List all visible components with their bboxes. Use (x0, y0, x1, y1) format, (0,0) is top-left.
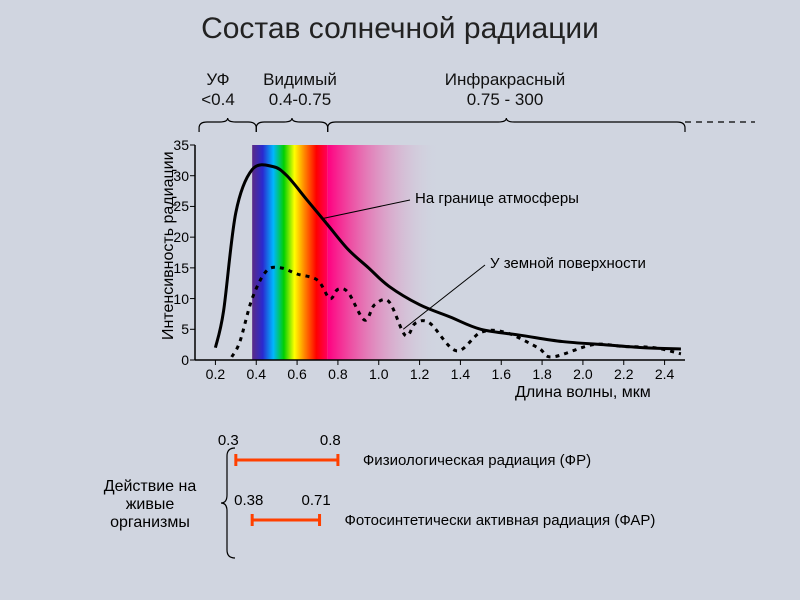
ytick-0: 0 (165, 352, 189, 368)
brace-uv (199, 118, 256, 132)
effects-brace (221, 448, 235, 558)
ir-fade (328, 145, 440, 360)
range-end-fr: 0.8 (320, 432, 341, 449)
ytick-20: 20 (165, 229, 189, 245)
band-label-uv: УФ (188, 70, 248, 90)
brace-vis (256, 118, 327, 132)
band-range-uv: <0.4 (188, 90, 248, 110)
series-label-atmosphere_boundary: На границе атмосферы (415, 190, 585, 207)
series-label-surface: У земной поверхности (490, 255, 660, 272)
xtick-1.8: 1.8 (528, 366, 556, 382)
xtick-2.0: 2.0 (569, 366, 597, 382)
band-label-ir: Инфракрасный (420, 70, 590, 90)
ytick-25: 25 (165, 198, 189, 214)
ytick-10: 10 (165, 291, 189, 307)
range-desc-fr: Физиологическая радиация (ФР) (363, 452, 783, 469)
xtick-2.2: 2.2 (610, 366, 638, 382)
brace-ir (328, 118, 685, 132)
band-range-ir: 0.75 - 300 (420, 90, 590, 110)
range-end-far: 0.71 (302, 492, 331, 509)
xtick-1.2: 1.2 (406, 366, 434, 382)
range-desc-far: Фотосинтетически активная радиация (ФАР) (345, 512, 765, 529)
xtick-0.2: 0.2 (201, 366, 229, 382)
xtick-1.4: 1.4 (446, 366, 474, 382)
x-axis-label: Длина волны, мкм (515, 384, 651, 402)
ytick-15: 15 (165, 260, 189, 276)
ytick-35: 35 (165, 137, 189, 153)
xtick-0.6: 0.6 (283, 366, 311, 382)
band-label-vis: Видимый (250, 70, 350, 90)
xtick-0.8: 0.8 (324, 366, 352, 382)
xtick-2.4: 2.4 (651, 366, 679, 382)
xtick-0.4: 0.4 (242, 366, 270, 382)
band-range-vis: 0.4-0.75 (250, 90, 350, 110)
ytick-30: 30 (165, 168, 189, 184)
xtick-1.0: 1.0 (365, 366, 393, 382)
effects-title: Действие на живые организмы (85, 478, 215, 532)
range-start-far: 0.38 (234, 492, 263, 509)
xtick-1.6: 1.6 (487, 366, 515, 382)
range-start-fr: 0.3 (218, 432, 239, 449)
ytick-5: 5 (165, 321, 189, 337)
